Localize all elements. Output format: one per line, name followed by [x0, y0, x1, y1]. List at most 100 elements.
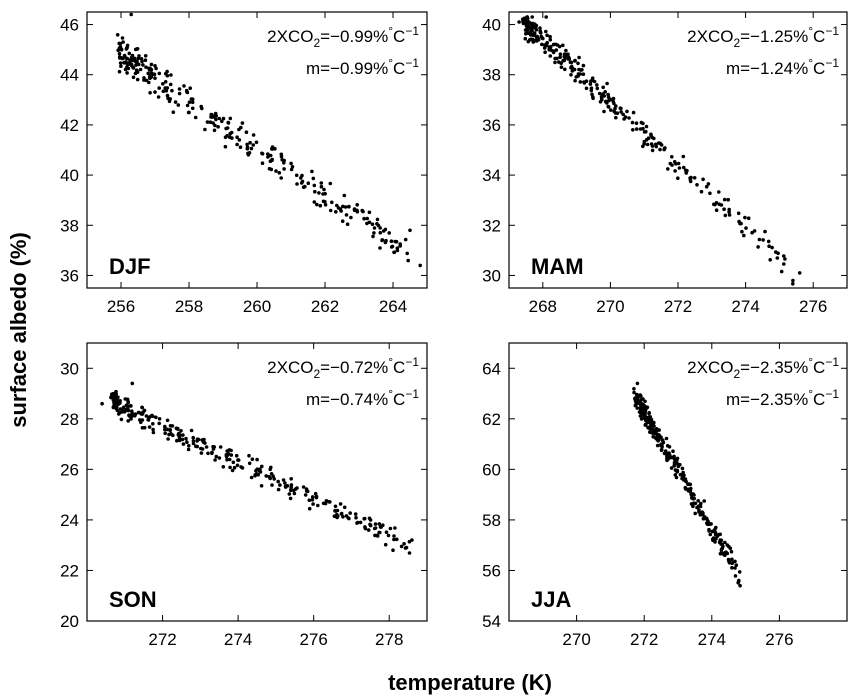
- data-point: [393, 526, 397, 530]
- data-point: [249, 146, 254, 151]
- data-point: [235, 142, 239, 147]
- data-point: [545, 33, 549, 38]
- data-point: [148, 91, 152, 95]
- data-point: [362, 517, 367, 521]
- data-point: [130, 409, 134, 414]
- data-point: [143, 58, 148, 62]
- data-point: [598, 100, 603, 104]
- data-point: [650, 144, 655, 148]
- data-point: [563, 67, 567, 72]
- data-point: [391, 548, 395, 552]
- data-point: [383, 542, 388, 547]
- data-point: [355, 521, 359, 525]
- data-point: [129, 417, 133, 421]
- data-point: [135, 70, 140, 74]
- data-point: [307, 506, 312, 511]
- data-point: [649, 132, 653, 137]
- data-point: [737, 578, 741, 583]
- data-point: [260, 161, 265, 165]
- data-point: [181, 433, 185, 437]
- data-point: [140, 412, 145, 416]
- data-point: [630, 120, 635, 125]
- data-point: [223, 144, 228, 149]
- data-point: [398, 242, 403, 246]
- data-point: [347, 204, 351, 209]
- data-point: [140, 405, 144, 410]
- data-point: [362, 216, 366, 221]
- data-point: [635, 406, 640, 410]
- annotation-2xco2-unit: C: [393, 358, 405, 377]
- annotation-2xco2-sup: °: [808, 355, 813, 369]
- scatter-points: [517, 15, 802, 286]
- data-point: [208, 120, 213, 124]
- data-point: [312, 183, 317, 188]
- axes-frame: [508, 342, 848, 622]
- y-tick-label: 20: [60, 612, 79, 631]
- data-point: [285, 484, 290, 488]
- data-point: [639, 394, 643, 398]
- data-point: [342, 505, 347, 510]
- data-point: [166, 437, 170, 441]
- data-point: [591, 96, 595, 101]
- data-point: [733, 566, 737, 570]
- data-point: [543, 50, 547, 54]
- data-point: [281, 478, 286, 482]
- data-point: [228, 116, 233, 121]
- data-point: [680, 476, 685, 480]
- data-point: [270, 158, 274, 162]
- data-point: [270, 145, 275, 149]
- data-point: [254, 140, 259, 145]
- data-point: [671, 449, 675, 454]
- data-point: [289, 167, 294, 172]
- data-point: [251, 143, 256, 147]
- data-point: [341, 515, 345, 519]
- data-point: [131, 75, 136, 80]
- data-point: [188, 86, 192, 90]
- data-point: [670, 155, 674, 159]
- data-point: [110, 392, 114, 397]
- data-point: [129, 62, 134, 67]
- data-point: [659, 447, 664, 452]
- annotation-2xco2-sub: 2: [733, 367, 740, 381]
- data-point: [363, 526, 368, 531]
- y-tick-label: 36: [60, 266, 79, 285]
- data-point: [650, 423, 655, 428]
- data-point: [134, 63, 138, 67]
- data-point: [187, 110, 191, 115]
- data-point: [589, 86, 594, 90]
- data-point: [304, 489, 309, 493]
- data-point: [704, 516, 709, 521]
- data-point: [392, 534, 396, 538]
- data-point: [360, 208, 365, 213]
- data-point: [138, 67, 143, 72]
- data-point: [713, 540, 717, 544]
- data-point: [676, 176, 680, 180]
- data-point: [573, 59, 577, 63]
- data-point: [666, 167, 670, 171]
- data-point: [226, 120, 230, 125]
- data-point: [642, 139, 647, 144]
- y-tick-label: 38: [60, 216, 79, 235]
- data-point: [268, 153, 273, 158]
- data-point: [577, 67, 581, 72]
- annotation-2xco2-value: =−0.72%: [320, 358, 388, 377]
- data-point: [709, 522, 713, 526]
- data-point: [146, 71, 150, 76]
- data-point: [371, 234, 375, 239]
- data-point: [319, 184, 324, 189]
- data-point: [130, 53, 135, 58]
- data-point: [366, 528, 371, 532]
- data-point: [525, 15, 529, 19]
- data-point: [418, 263, 423, 268]
- data-point: [190, 100, 195, 105]
- data-point: [742, 233, 746, 238]
- data-point: [733, 574, 738, 578]
- data-point: [115, 398, 120, 403]
- data-point: [165, 93, 170, 98]
- data-point: [595, 86, 600, 91]
- x-tick-label: 270: [596, 297, 624, 316]
- data-point: [634, 402, 639, 406]
- annotation-m-prefix: m=−0.74%: [306, 390, 388, 409]
- data-point: [757, 237, 762, 242]
- data-point: [173, 100, 178, 104]
